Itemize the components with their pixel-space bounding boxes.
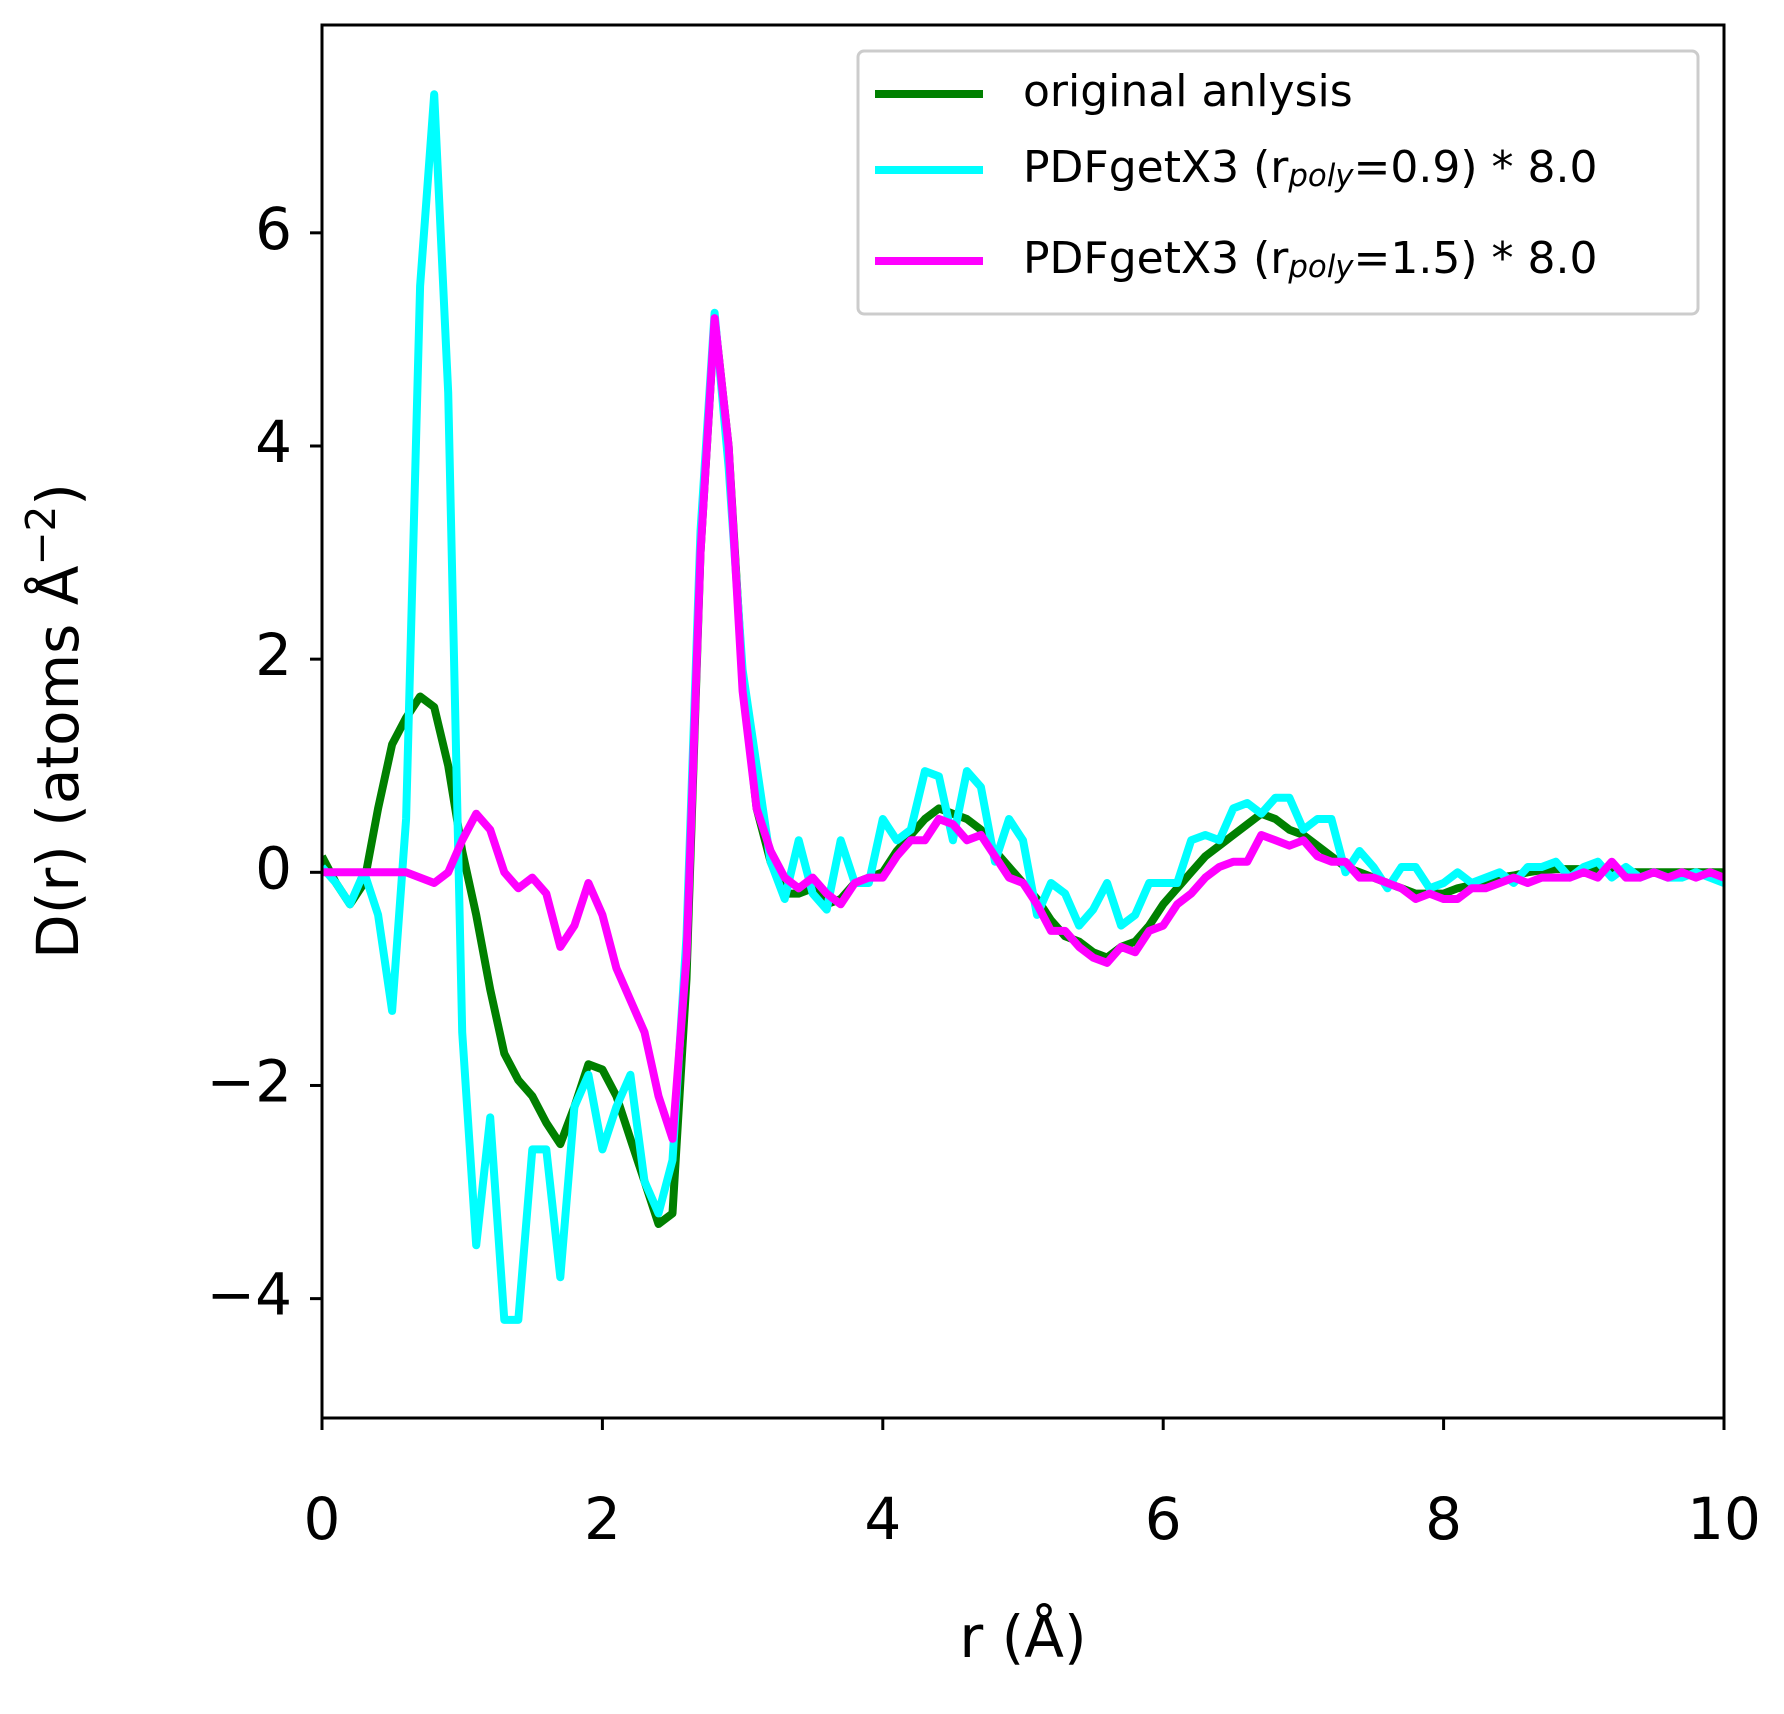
y-tick-label: −4 <box>207 1261 293 1329</box>
data-line <box>322 314 1724 1143</box>
x-tick-label: 6 <box>1145 1485 1182 1553</box>
x-tick-label: 8 <box>1425 1485 1462 1553</box>
legend-label: PDFgetX3 (rpoly=1.5) * 8.0 <box>1023 233 1598 285</box>
x-tick-label: 10 <box>1687 1485 1761 1553</box>
y-tick-label: −2 <box>207 1048 293 1116</box>
x-tick-label: 4 <box>864 1485 901 1553</box>
legend-box <box>856 49 1700 316</box>
y-tick-label: 2 <box>255 621 292 689</box>
x-tick-label: 0 <box>304 1485 341 1553</box>
x-tick-label: 2 <box>584 1485 621 1553</box>
y-tick-label: 0 <box>255 834 292 902</box>
legend-label: PDFgetX3 (rpoly=0.9) * 8.0 <box>1023 142 1598 194</box>
data-line <box>322 90 1724 1324</box>
x-axis-label: r (Å) <box>959 1602 1086 1671</box>
plot-frame <box>320 23 1726 1420</box>
legend-label: original anlysis <box>1023 66 1353 117</box>
y-tick-label: 6 <box>255 195 292 263</box>
y-tick-label: 4 <box>255 408 292 476</box>
y-axis-label: D(r) (atoms Å−2) <box>17 483 93 959</box>
